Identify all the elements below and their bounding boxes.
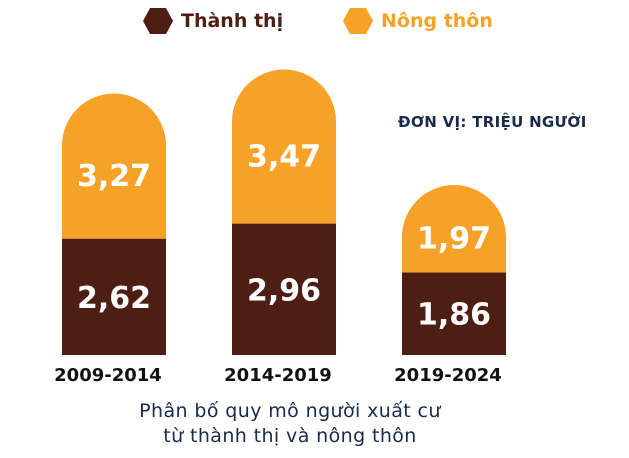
legend-label-urban: Thành thị <box>181 10 284 32</box>
bar-rural-2009-2014 <box>62 93 166 239</box>
value-label-rural-2014-2019: 3,47 <box>247 140 321 175</box>
chart-caption: Phân bố quy mô người xuất cư từ thành th… <box>0 399 580 449</box>
caption-line-2: từ thành thị và nông thôn <box>163 425 417 447</box>
legend-swatch-rural <box>343 8 373 34</box>
unit-note: ĐƠN VỊ: TRIỆU NGƯỜI <box>398 113 587 131</box>
value-label-rural-2019-2024: 1,97 <box>417 222 491 257</box>
value-label-urban-2009-2014: 2,62 <box>77 281 151 316</box>
legend-swatch-urban <box>143 8 173 34</box>
category-label-2009-2014: 2009-2014 <box>54 365 162 386</box>
legend-item-rural: Nông thôn <box>343 8 493 34</box>
bar-urban-2019-2024 <box>402 272 506 355</box>
bar-urban-2014-2019 <box>232 223 336 355</box>
bar-rural-2014-2019 <box>232 69 336 224</box>
bar-rural-2019-2024 <box>402 184 506 273</box>
bar-urban-2009-2014 <box>62 238 166 355</box>
value-label-urban-2019-2024: 1,86 <box>417 298 491 333</box>
legend-item-urban: Thành thị <box>143 8 283 34</box>
value-label-urban-2014-2019: 2,96 <box>247 273 321 308</box>
category-label-2019-2024: 2019-2024 <box>394 365 502 386</box>
legend-label-rural: Nông thôn <box>381 10 493 32</box>
category-label-2014-2019: 2014-2019 <box>224 365 332 386</box>
caption-line-1: Phân bố quy mô người xuất cư <box>139 400 441 422</box>
value-label-rural-2009-2014: 3,27 <box>77 159 151 194</box>
